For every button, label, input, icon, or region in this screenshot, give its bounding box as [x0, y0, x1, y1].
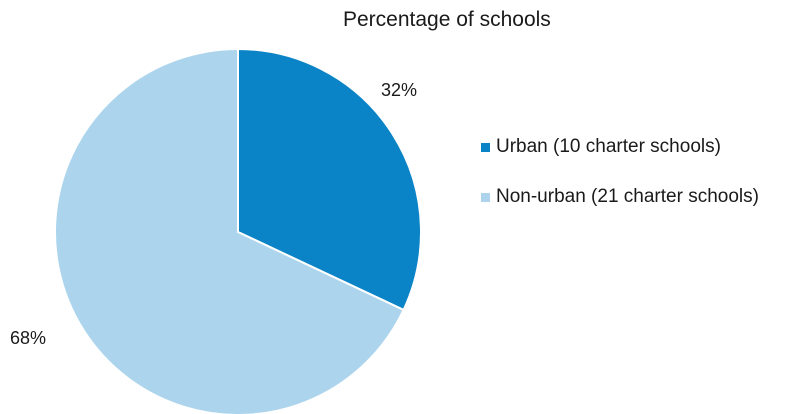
- pie-slice-urban: [237, 47, 422, 312]
- chart-title: Percentage of schools: [343, 8, 551, 31]
- slice-value-label-urban: 32%: [381, 80, 418, 100]
- legend-swatch-urban: [481, 142, 490, 152]
- slice-value-label-non-urban: 68%: [10, 328, 47, 348]
- legend-label-urban: Urban (10 charter schools): [496, 136, 721, 157]
- pie-slice-non-urban: [54, 47, 405, 414]
- legend: Urban (10 charter schools) Non-urban (21…: [481, 133, 759, 233]
- legend-swatch-non-urban: [481, 192, 490, 202]
- legend-label-non-urban: Non-urban (21 charter schools): [496, 186, 759, 207]
- legend-item-urban: Urban (10 charter schools): [481, 133, 759, 161]
- legend-item-non-urban: Non-urban (21 charter schools): [481, 183, 759, 211]
